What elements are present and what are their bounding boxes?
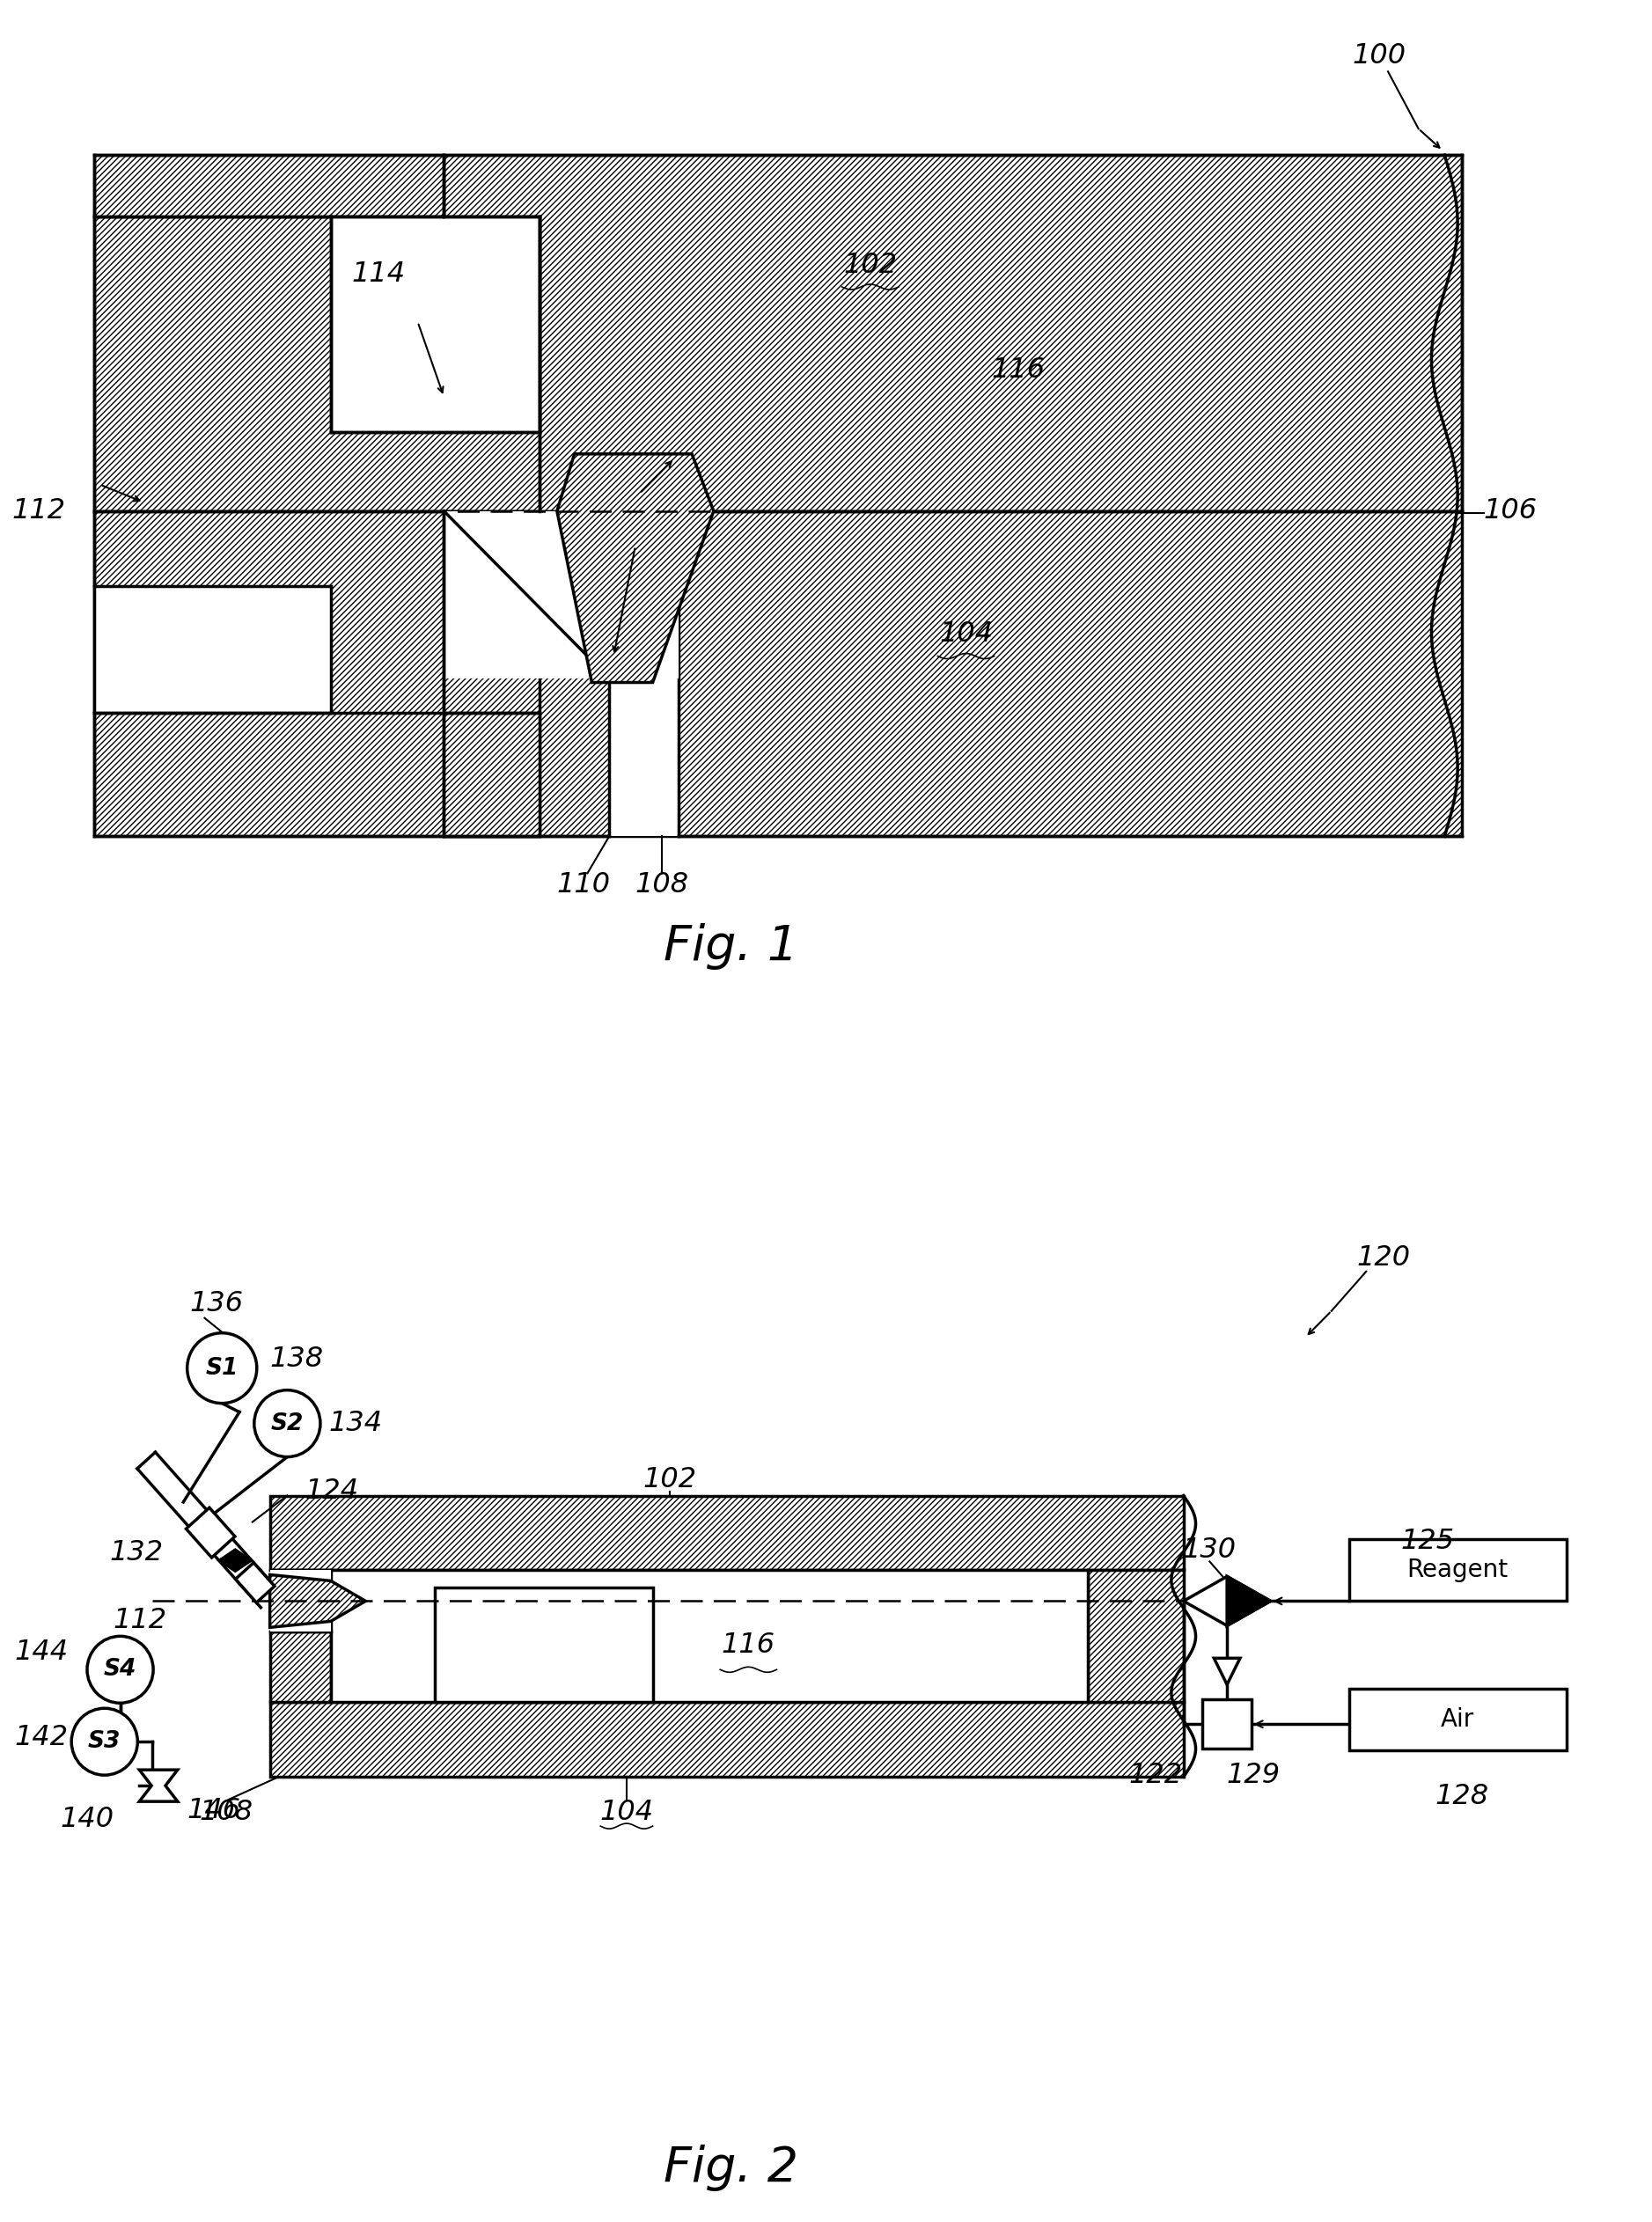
Polygon shape <box>269 1575 365 1627</box>
Bar <box>434 1589 653 1702</box>
Text: 132: 132 <box>111 1540 164 1567</box>
Polygon shape <box>557 453 714 682</box>
Text: 124: 124 <box>304 1478 358 1504</box>
Polygon shape <box>94 216 540 511</box>
Text: 104: 104 <box>938 620 993 649</box>
Text: S1: S1 <box>205 1358 238 1380</box>
Bar <box>94 587 330 713</box>
Text: 102: 102 <box>844 251 897 278</box>
Polygon shape <box>94 511 540 835</box>
Circle shape <box>88 1635 154 1702</box>
Polygon shape <box>220 1551 251 1571</box>
Text: Reagent: Reagent <box>1408 1558 1508 1582</box>
Polygon shape <box>1183 1575 1270 1627</box>
Polygon shape <box>187 1509 235 1558</box>
Text: 108: 108 <box>200 1798 253 1826</box>
Polygon shape <box>444 713 540 835</box>
Text: 128: 128 <box>1436 1782 1488 1811</box>
Circle shape <box>187 1333 256 1404</box>
Text: 122: 122 <box>1128 1762 1183 1789</box>
Polygon shape <box>444 511 1462 835</box>
Bar <box>1203 1700 1251 1749</box>
Text: 136: 136 <box>190 1291 243 1318</box>
Text: 102: 102 <box>643 1467 697 1493</box>
Text: 129: 129 <box>1226 1762 1280 1789</box>
Bar <box>444 511 679 678</box>
Text: 130: 130 <box>1183 1535 1236 1564</box>
Text: 100: 100 <box>1353 42 1406 69</box>
Text: 125: 125 <box>1401 1529 1454 1555</box>
Circle shape <box>71 1709 137 1775</box>
Polygon shape <box>236 1562 274 1602</box>
Text: 142: 142 <box>15 1724 68 1751</box>
Bar <box>610 511 679 835</box>
Polygon shape <box>139 1771 178 1802</box>
Text: 116: 116 <box>722 1631 775 1658</box>
Text: S3: S3 <box>88 1731 121 1753</box>
Text: 108: 108 <box>634 871 689 898</box>
Text: Air: Air <box>1441 1706 1475 1733</box>
Polygon shape <box>269 1702 1183 1778</box>
Text: 138: 138 <box>269 1347 324 1373</box>
Circle shape <box>254 1391 320 1458</box>
Bar <box>269 1571 330 1631</box>
Text: 106: 106 <box>1483 498 1538 524</box>
Polygon shape <box>1227 1575 1270 1627</box>
Text: 112: 112 <box>12 498 66 524</box>
Polygon shape <box>1087 1571 1183 1702</box>
Text: 110: 110 <box>557 871 610 898</box>
Polygon shape <box>444 156 1462 511</box>
Polygon shape <box>1214 1658 1241 1684</box>
Bar <box>1348 1689 1566 1751</box>
Text: 114: 114 <box>352 260 405 287</box>
Text: 112: 112 <box>114 1607 167 1633</box>
Text: 146: 146 <box>187 1798 241 1824</box>
Text: 116: 116 <box>991 358 1046 384</box>
Text: S2: S2 <box>271 1411 304 1435</box>
Text: 120: 120 <box>1356 1244 1411 1271</box>
Text: 140: 140 <box>59 1806 114 1833</box>
Text: 134: 134 <box>329 1409 383 1438</box>
Text: 144: 144 <box>15 1638 68 1666</box>
Bar <box>330 1571 1087 1702</box>
Polygon shape <box>269 1495 1183 1571</box>
Bar <box>330 216 540 431</box>
Text: S4: S4 <box>104 1658 137 1682</box>
Polygon shape <box>94 156 444 216</box>
Text: 104: 104 <box>600 1798 654 1826</box>
Text: Fig. 2: Fig. 2 <box>664 2144 798 2191</box>
Polygon shape <box>269 1631 330 1702</box>
Text: Fig. 1: Fig. 1 <box>664 922 798 969</box>
Bar <box>1348 1540 1566 1602</box>
